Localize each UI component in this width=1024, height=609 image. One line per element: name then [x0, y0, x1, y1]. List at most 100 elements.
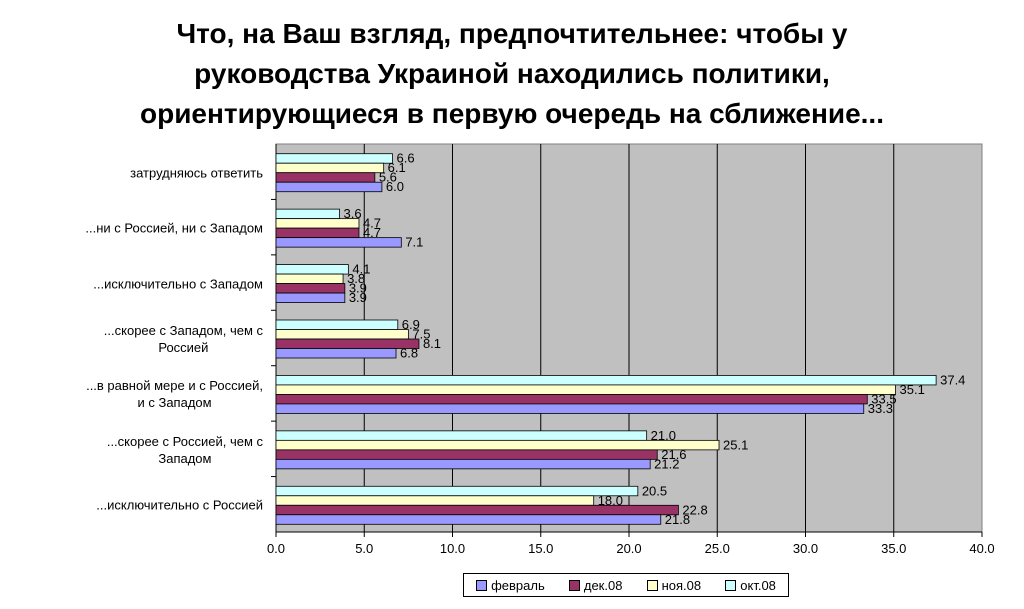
x-tick-label-8: 40.0 — [969, 541, 994, 556]
chart-title-line-1: Что, на Ваш взгляд, предпочтительнее: чт… — [176, 18, 848, 49]
category-label-2-line-0: ...исключительно с Западом — [93, 276, 263, 292]
data-label-3-3: 6.8 — [400, 346, 418, 361]
bar-3-3 — [275, 348, 397, 359]
data-label-5-3: 21.2 — [654, 456, 679, 471]
data-label-3-1: 7.5 — [412, 327, 430, 342]
data-label-6-2: 22.8 — [682, 502, 707, 517]
data-label-5-0: 21.0 — [651, 428, 676, 443]
bar-5-2 — [275, 449, 658, 460]
bar-2-1 — [275, 273, 344, 284]
legend-label-0: февраль — [491, 577, 545, 593]
data-label-4-2: 33.5 — [871, 391, 896, 406]
data-label-6-0: 20.5 — [642, 483, 667, 498]
category-label-6: ...исключительно с Россией — [96, 497, 263, 514]
bar-5-1 — [275, 439, 720, 451]
data-label-1-2: 4.7 — [363, 225, 381, 240]
chart-title: Что, на Ваш взгляд, предпочтительнее: чт… — [0, 14, 1024, 134]
legend-item-1: дек.08 — [568, 577, 623, 593]
legend-swatch-3 — [725, 579, 737, 591]
category-label-4: ...в равной мере и с Россией, и с Западом — [86, 377, 263, 411]
bar-3-2 — [275, 338, 420, 349]
legend-label-2: ноя.08 — [661, 577, 702, 593]
bar-3-1 — [275, 329, 409, 340]
data-label-3-2: 8.1 — [423, 336, 441, 351]
category-label-5: ...скорее с Россией, чем с Западом — [107, 433, 263, 467]
bar-2-3 — [275, 292, 346, 303]
category-label-6-line-0: ...исключительно с Россией — [96, 497, 263, 513]
category-label-5-line-0: ...скорее с Россией, чем с — [106, 433, 263, 449]
bar-5-0 — [275, 430, 648, 441]
category-label-1: ...ни с Россией, ни с Западом — [85, 220, 263, 237]
legend: февраль дек.08 ноя.08 окт.08 — [463, 573, 789, 597]
x-tick-label-0: 0.0 — [267, 541, 285, 556]
category-label-4-line-1: и с Западом — [137, 395, 212, 411]
data-label-4-3: 33.3 — [868, 401, 893, 416]
legend-item-2: ноя.08 — [646, 577, 702, 593]
x-tick-label-7: 35.0 — [881, 541, 906, 556]
bar-3-0 — [275, 319, 399, 330]
bar-1-0 — [275, 208, 340, 220]
bar-1-3 — [275, 237, 402, 248]
bar-2-2 — [275, 283, 346, 294]
x-tick-label-3: 15.0 — [528, 541, 553, 556]
data-label-3-0: 6.9 — [402, 317, 420, 332]
legend-swatch-1 — [568, 579, 580, 591]
legend-swatch-2 — [646, 579, 658, 591]
data-label-4-1: 35.1 — [900, 382, 925, 397]
chart-title-line-3: ориентирующиеся в первую очередь на сбли… — [140, 98, 884, 129]
data-label-6-3: 21.8 — [665, 512, 690, 527]
x-tick-label-6: 30.0 — [793, 541, 818, 556]
category-label-2: ...исключительно с Западом — [93, 275, 263, 292]
data-label-0-3: 6.0 — [386, 179, 404, 194]
legend-item-0: февраль — [476, 578, 545, 593]
bar-0-3 — [275, 181, 383, 193]
data-label-2-0: 4.1 — [352, 262, 370, 277]
bar-0-2 — [275, 172, 376, 183]
bar-4-0 — [275, 375, 937, 386]
category-label-3: ...скорее с Западом, чем с Россией — [104, 322, 263, 356]
data-label-0-2: 5.6 — [379, 170, 397, 185]
data-label-5-1: 25.1 — [723, 437, 748, 452]
category-label-5-line-1: Западом — [158, 450, 212, 466]
bar-6-1 — [275, 495, 595, 506]
category-label-3-line-1: Россией — [158, 340, 209, 355]
chart-title-line-2: руководства Украиной находились политики… — [194, 58, 830, 89]
bar-6-0 — [275, 485, 639, 497]
data-label-0-0: 6.6 — [396, 151, 414, 166]
data-label-2-1: 3.8 — [347, 271, 365, 286]
data-label-6-1: 18.0 — [598, 493, 623, 508]
data-label-5-2: 21.6 — [661, 447, 686, 462]
data-label-1-3: 7.1 — [405, 235, 423, 250]
x-tick-label-2: 10.0 — [440, 541, 465, 556]
bar-4-2 — [275, 394, 868, 405]
category-label-4-line-0: ...в равной мере и с Россией, — [86, 378, 263, 394]
bar-4-1 — [275, 384, 896, 395]
bar-4-3 — [275, 403, 865, 414]
data-label-4-0: 37.4 — [940, 372, 965, 387]
bar-5-3 — [275, 458, 651, 470]
bar-0-1 — [275, 162, 385, 174]
bar-0-0 — [275, 153, 393, 164]
legend-swatch-0 — [476, 579, 488, 591]
bar-6-3 — [275, 514, 662, 525]
data-label-1-1: 4.7 — [363, 216, 381, 231]
x-tick-label-4: 20.0 — [616, 541, 641, 556]
legend-label-3: окт.08 — [740, 577, 776, 593]
x-tick-label-1: 5.0 — [355, 541, 373, 556]
legend-item-3: окт.08 — [725, 578, 776, 593]
bar-6-2 — [275, 504, 679, 516]
data-label-1-0: 3.6 — [344, 206, 362, 221]
category-label-3-line-0: ...скорее с Западом, чем с — [103, 323, 263, 338]
bar-2-0 — [275, 264, 349, 275]
category-label-0-line-0: затрудняюсь ответить — [130, 165, 263, 181]
category-label-0: затрудняюсь ответить — [130, 164, 263, 181]
data-label-0-1: 6.1 — [388, 160, 406, 175]
data-label-2-2: 3.9 — [349, 281, 367, 296]
bar-1-1 — [275, 218, 360, 229]
data-label-2-3: 3.9 — [349, 290, 367, 305]
category-label-1-line-0: ...ни с Россией, ни с Западом — [85, 220, 263, 236]
legend-label-1: дек.08 — [583, 577, 623, 593]
x-tick-label-5: 25.0 — [705, 541, 730, 556]
bar-1-2 — [275, 227, 360, 239]
